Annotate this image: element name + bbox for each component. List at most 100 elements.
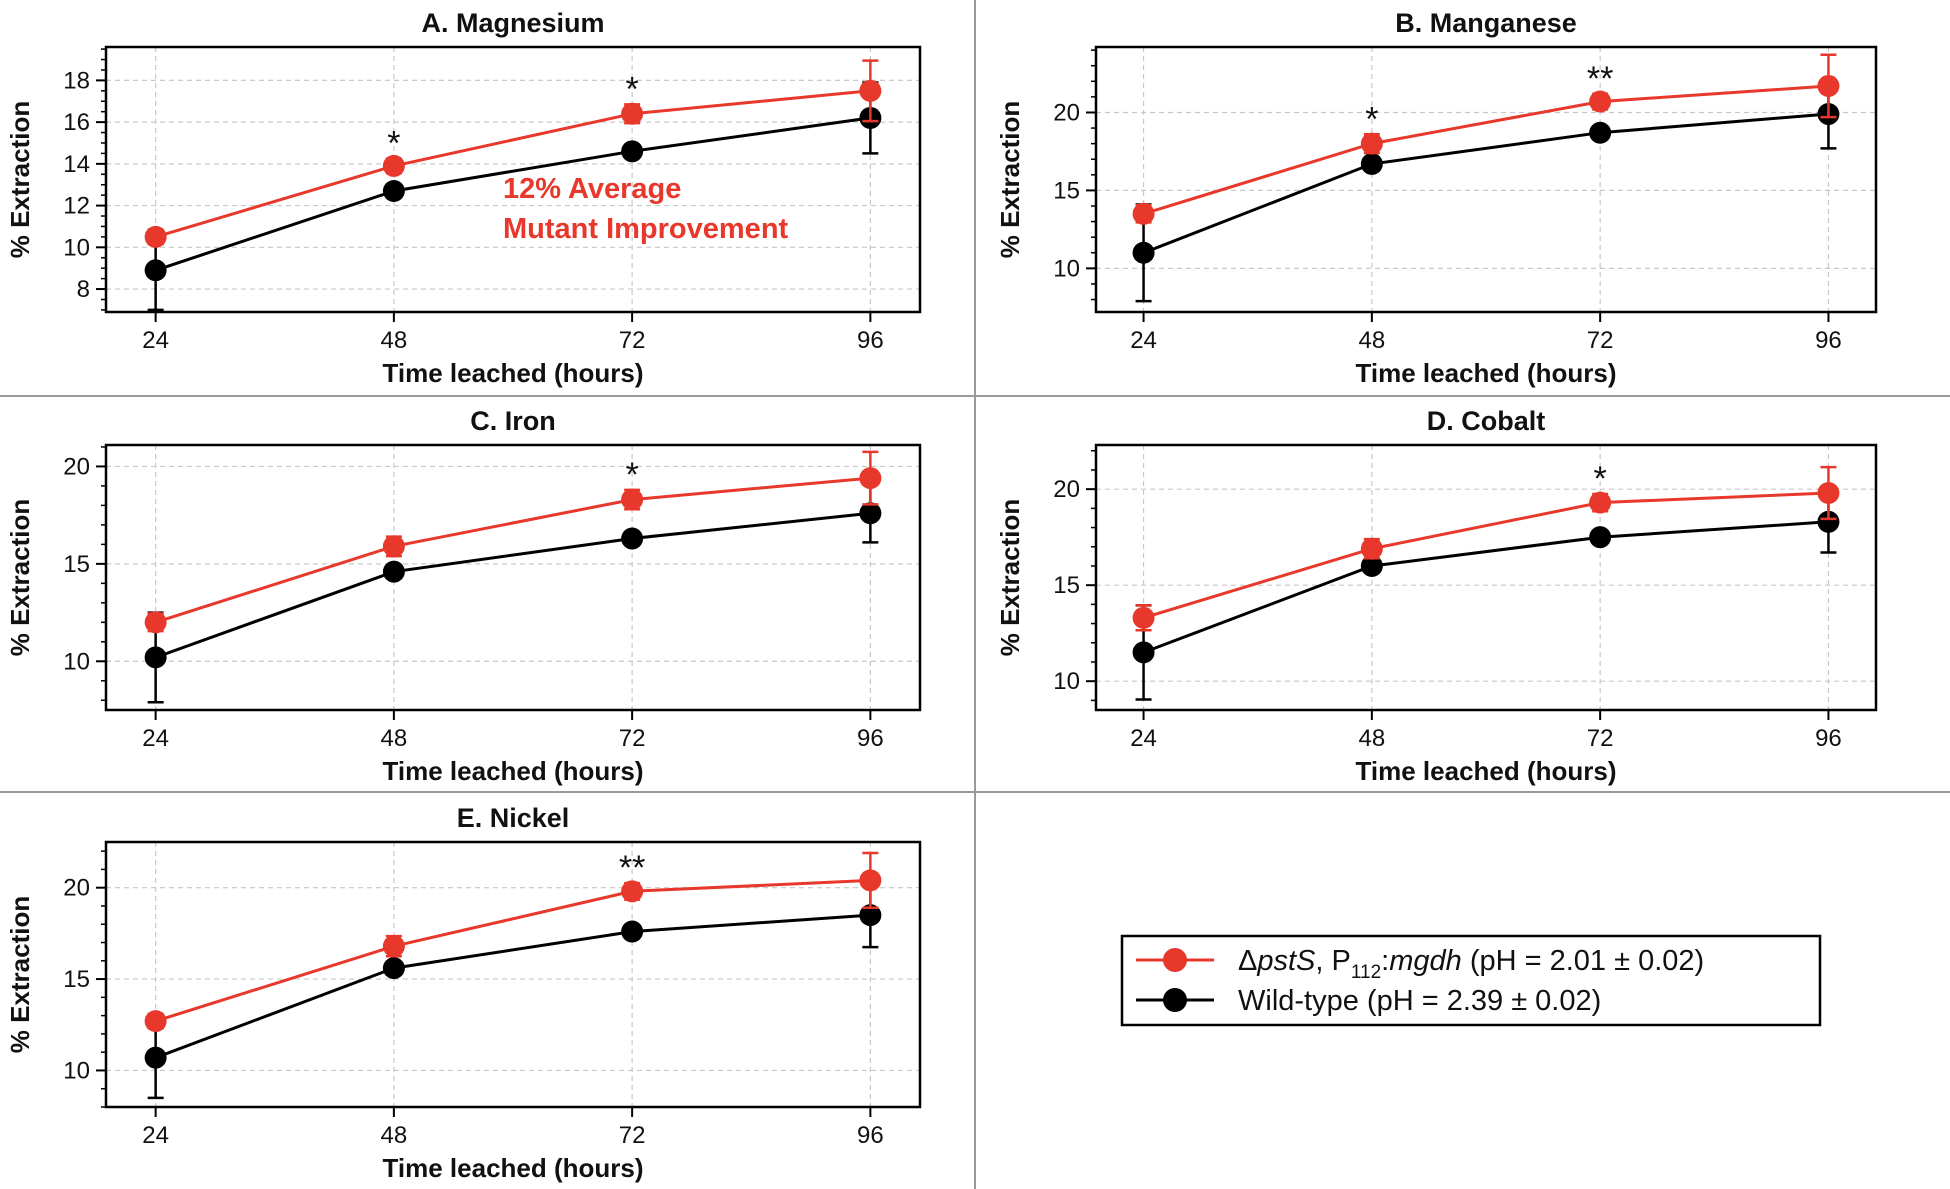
mutant-point xyxy=(1132,606,1155,629)
y-tick-label: 18 xyxy=(63,67,90,94)
x-tick-label: 48 xyxy=(1359,725,1386,752)
y-tick-label: 15 xyxy=(63,551,90,578)
plot-frame xyxy=(1094,45,1878,314)
wildtype-point xyxy=(144,1046,167,1069)
x-tick-label: 72 xyxy=(1587,327,1614,354)
wildtype-point xyxy=(1360,152,1383,175)
mutant-point xyxy=(144,225,167,248)
annotation-text: Mutant Improvement xyxy=(503,213,789,245)
mutant-series-line xyxy=(1143,491,1829,620)
wildtype-point xyxy=(859,502,882,525)
chart-title: D. Cobalt xyxy=(1427,406,1546,436)
plot-frame xyxy=(1094,443,1878,712)
significance-marker: * xyxy=(1365,100,1378,138)
wildtype-point xyxy=(144,646,167,669)
wildtype-point xyxy=(382,179,405,202)
x-tick-label: 24 xyxy=(1130,327,1157,354)
wildtype-series-line xyxy=(1143,112,1829,255)
wildtype-point xyxy=(1589,121,1612,144)
chart-title: E. Nickel xyxy=(457,803,570,833)
mutant-series-line xyxy=(155,89,871,239)
mutant-point xyxy=(1589,90,1612,113)
y-tick-label: 15 xyxy=(63,966,90,993)
plot-frame xyxy=(104,443,922,712)
x-tick-label: 72 xyxy=(1587,725,1614,752)
plot-frame xyxy=(104,45,922,314)
x-tick-label: 48 xyxy=(1359,327,1386,354)
wildtype-series-line xyxy=(155,116,871,272)
wildtype-point xyxy=(859,904,882,927)
x-tick-label: 48 xyxy=(381,1122,408,1149)
wildtype-point xyxy=(621,140,644,163)
mutant-point xyxy=(1360,132,1383,155)
mutant-point xyxy=(382,535,405,558)
x-axis-label: Time leached (hours) xyxy=(382,1153,643,1183)
mutant-point xyxy=(1817,74,1840,97)
x-axis-label: Time leached (hours) xyxy=(382,756,643,786)
y-tick-label: 10 xyxy=(63,1057,90,1084)
mutant-point xyxy=(382,935,405,958)
chart-panel-5: 10 15 20 24 48 72 96 ** E. Nickel Time leached (h… xyxy=(5,803,922,1183)
mutant-point xyxy=(1132,202,1155,225)
legend-colon: : xyxy=(1381,945,1389,977)
legend-plasmid: mgdh xyxy=(1389,945,1462,977)
mutant-series-line xyxy=(1143,84,1829,216)
wildtype-point xyxy=(1360,554,1383,577)
y-axis-label: % Extraction xyxy=(995,101,1025,259)
wildtype-point xyxy=(1132,641,1155,664)
annotation-text: 12% Average xyxy=(503,173,681,205)
wildtype-point xyxy=(621,920,644,943)
mutant-point xyxy=(382,154,405,177)
x-axis-label: Time leached (hours) xyxy=(1355,756,1616,786)
x-tick-label: 96 xyxy=(1815,725,1842,752)
mutant-point xyxy=(621,880,644,903)
x-tick-label: 72 xyxy=(619,725,646,752)
mutant-point xyxy=(1817,482,1840,505)
wildtype-series-line xyxy=(155,511,871,659)
x-axis-label: Time leached (hours) xyxy=(382,358,643,388)
y-tick-label: 14 xyxy=(63,151,90,178)
chart-title: B. Manganese xyxy=(1395,8,1577,38)
chart-title: C. Iron xyxy=(470,406,556,436)
mutant-point xyxy=(621,102,644,125)
y-tick-label: 20 xyxy=(63,453,90,480)
y-tick-label: 20 xyxy=(1053,99,1080,126)
legend-mutant-label: ΔpstS, P112:mgdh (pH = 2.01 ± 0.02) xyxy=(1238,945,1704,983)
y-tick-label: 10 xyxy=(1053,668,1080,695)
chart-panel-3: 10 15 20 24 48 72 96 * C. Iron Time leached (hour… xyxy=(5,406,922,786)
wildtype-point xyxy=(382,957,405,980)
wildtype-point xyxy=(1817,510,1840,533)
y-axis-label: % Extraction xyxy=(995,499,1025,657)
y-tick-label: 15 xyxy=(1053,177,1080,204)
mutant-point xyxy=(144,1010,167,1033)
legend-frame xyxy=(1120,934,1822,1027)
y-tick-label: 20 xyxy=(1053,476,1080,503)
wildtype-point xyxy=(621,527,644,550)
legend-item-wildtype: Wild-type (pH = 2.39 ± 0.02) xyxy=(1136,985,1601,1017)
x-tick-label: 96 xyxy=(1815,327,1842,354)
mutant-series-line xyxy=(155,878,871,1023)
y-tick-label: 12 xyxy=(63,193,90,220)
x-tick-label: 24 xyxy=(142,327,169,354)
y-tick-label: 10 xyxy=(1053,255,1080,282)
x-tick-label: 96 xyxy=(857,327,884,354)
significance-marker: ** xyxy=(1587,60,1613,98)
legend-sep: , P xyxy=(1315,945,1350,977)
legend-item-mutant: ΔpstS, P112:mgdh (pH = 2.01 ± 0.02) xyxy=(1136,945,1704,983)
x-tick-label: 96 xyxy=(857,725,884,752)
legend-wildtype-marker xyxy=(1163,988,1187,1012)
y-tick-label: 15 xyxy=(1053,572,1080,599)
y-tick-label: 8 xyxy=(77,276,90,303)
wildtype-point xyxy=(144,259,167,282)
chart-panel-1: 8 10 12 14 16 18 24 48 72 96 * * 12% Average Mutant I… xyxy=(5,8,922,388)
wildtype-series-line xyxy=(155,913,871,1060)
y-tick-label: 10 xyxy=(63,648,90,675)
x-tick-label: 72 xyxy=(619,1122,646,1149)
legend-delta: Δ xyxy=(1238,945,1257,977)
y-tick-label: 20 xyxy=(63,875,90,902)
mutant-point xyxy=(144,611,167,634)
y-axis-label: % Extraction xyxy=(5,101,35,259)
